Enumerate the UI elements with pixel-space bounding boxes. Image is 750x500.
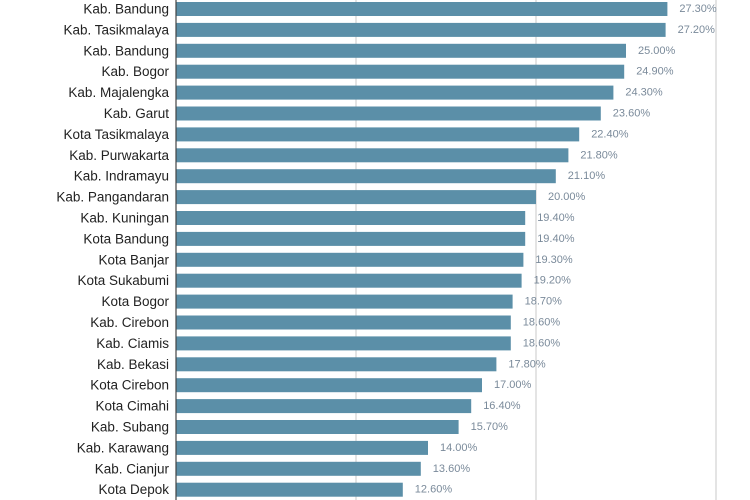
value-label: 18.60%	[523, 337, 561, 349]
category-label: Kota Bogor	[101, 294, 169, 309]
value-label: 22.40%	[591, 128, 629, 140]
category-label: Kab. Garut	[104, 106, 170, 121]
bar	[176, 273, 522, 288]
bar	[176, 420, 459, 434]
bar	[176, 106, 601, 121]
value-label: 16.40%	[483, 400, 521, 412]
bar	[176, 461, 421, 476]
category-label: Kota Bandung	[83, 231, 169, 246]
bar	[176, 440, 428, 455]
value-label: 12.60%	[415, 484, 453, 496]
category-label: Kab. Ciamis	[96, 336, 169, 351]
category-label: Kota Sukabumi	[77, 273, 169, 288]
category-label: Kab. Tasikmalaya	[63, 22, 169, 37]
grid-layer	[355, 0, 717, 500]
bar	[176, 252, 524, 267]
bar	[176, 336, 511, 351]
value-label: 14.00%	[440, 442, 478, 454]
value-label: 13.60%	[433, 463, 471, 475]
category-label: Kab. Karawang	[77, 440, 169, 455]
category-label: Kab. Cianjur	[95, 461, 170, 476]
bar	[176, 231, 526, 246]
category-label: Kab. Majalengka	[68, 85, 169, 100]
bar	[176, 482, 403, 497]
bar-layer	[176, 2, 668, 497]
value-label: 23.60%	[613, 108, 651, 120]
category-label: Kab. Bogor	[101, 64, 169, 79]
value-label: 19.30%	[535, 254, 573, 266]
value-label: 27.20%	[678, 24, 716, 36]
bar	[176, 43, 626, 58]
category-label: Kota Depok	[98, 482, 169, 497]
bar	[176, 211, 526, 225]
bar	[176, 148, 569, 163]
value-label: 20.00%	[548, 191, 586, 203]
bar	[176, 315, 511, 330]
category-label: Kota Tasikmalaya	[63, 127, 169, 142]
value-label: 25.00%	[638, 45, 676, 57]
bar	[176, 169, 556, 184]
value-label: 21.10%	[568, 170, 606, 182]
bar	[176, 2, 668, 16]
value-label: 18.60%	[523, 317, 561, 329]
value-label: 27.30%	[679, 3, 717, 15]
bar	[176, 22, 666, 37]
category-label: Kab. Bekasi	[97, 357, 169, 372]
bar	[176, 378, 482, 393]
bar	[176, 64, 625, 79]
category-label: Kota Cirebon	[90, 378, 169, 393]
category-label: Kota Banjar	[98, 252, 169, 267]
value-label: 24.90%	[636, 66, 674, 78]
bar	[176, 357, 497, 372]
bar	[176, 85, 614, 100]
category-label: Kab. Cirebon	[90, 315, 169, 330]
value-label: 17.80%	[508, 358, 546, 370]
category-label: Kab. Bandung	[83, 2, 169, 17]
bar	[176, 399, 472, 414]
category-label: Kab. Kuningan	[80, 211, 169, 226]
bar	[176, 127, 580, 142]
value-label: 21.80%	[580, 149, 618, 161]
category-label: Kab. Subang	[91, 420, 169, 435]
value-label: 15.70%	[471, 421, 509, 433]
value-label: 19.40%	[537, 212, 575, 224]
value-label: 18.70%	[525, 296, 563, 308]
category-label: Kab. Purwakarta	[69, 148, 169, 163]
category-label: Kota Cimahi	[95, 399, 169, 414]
value-label: 17.00%	[494, 379, 532, 391]
category-label: Kab. Bandung	[83, 43, 169, 58]
value-label: 24.30%	[625, 87, 663, 99]
category-label: Kab. Pangandaran	[56, 190, 169, 205]
label-layer: Kab. Bandung 27.30% Kab. Tasikmalaya 27.20%…	[56, 2, 717, 498]
category-label: Kab. Indramayu	[74, 169, 169, 184]
value-label: 19.20%	[534, 275, 572, 287]
bar	[176, 190, 536, 205]
value-label: 19.40%	[537, 233, 575, 245]
bar	[176, 294, 513, 309]
